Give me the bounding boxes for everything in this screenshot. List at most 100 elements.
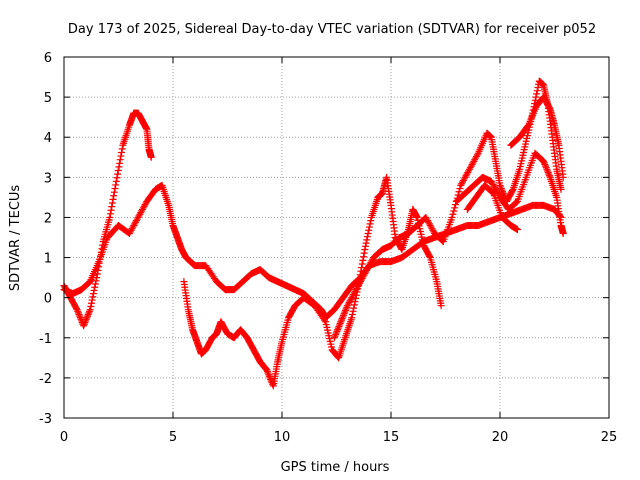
data-point [114,170,122,178]
data-point [361,242,369,250]
data-point [451,204,459,212]
data-point [543,165,551,173]
data-point [450,207,458,215]
data-point [115,163,123,171]
data-point [86,306,94,314]
data-point [473,151,481,159]
series-track-e [452,149,567,237]
series-track-c [180,173,445,390]
data-point [544,169,552,177]
data-point [367,217,375,225]
data-point [92,277,100,285]
data-point [82,317,90,325]
data-point [340,310,348,318]
data-point [112,181,120,189]
x-tick-label: 5 [169,430,177,445]
y-tick-label: 6 [44,51,52,66]
x-tick-label: 15 [383,430,400,445]
data-point [336,319,344,327]
data-point [81,319,89,327]
series-track-g [463,181,521,233]
data-point [114,167,122,175]
data-point [84,312,92,320]
y-tick-label: 2 [44,211,52,226]
data-point [113,174,121,182]
data-point [341,307,349,315]
data-point [106,210,114,218]
series-track-b [60,181,565,322]
y-tick-label: 0 [44,292,52,307]
data-point [91,280,99,288]
data-point [332,329,340,337]
data-point [264,369,272,377]
data-point [265,371,273,379]
series-track-f [507,93,567,181]
data-points [60,77,567,390]
data-point [341,308,349,316]
y-tick-label: -2 [39,372,52,387]
data-point [80,322,88,330]
x-axis-label: GPS time / hours [281,460,390,475]
data-point [358,260,366,268]
x-tick-label: 25 [601,430,618,445]
plot-frame [63,56,610,419]
data-point [351,298,359,306]
data-point [87,302,95,310]
data-point [321,316,329,324]
data-point [365,226,373,234]
y-tick-label: 5 [44,91,52,106]
data-point [331,332,339,340]
data-point [545,172,553,180]
data-point [333,327,341,335]
data-point [499,188,507,196]
x-tick-label: 10 [274,430,291,445]
data-point [541,160,549,168]
data-point [448,213,456,221]
data-point [73,306,81,314]
data-point [500,191,508,199]
data-point [360,253,368,261]
data-point [363,233,371,241]
data-point [358,264,366,272]
data-point [339,313,347,321]
data-point [497,185,505,193]
data-point [559,229,567,237]
data-point [332,331,340,339]
data-point [110,188,118,196]
data-point [361,246,369,254]
data-point [350,301,358,309]
data-point [348,314,356,322]
data-point [499,189,507,197]
data-point [335,323,343,331]
data-point [116,159,124,167]
y-tick-label: -3 [39,412,52,427]
data-point [542,162,550,170]
data-point [108,199,116,207]
data-point [338,315,346,323]
data-point [89,290,97,298]
data-point [426,252,434,260]
data-point [452,201,460,209]
data-point [437,302,445,310]
data-point [362,239,370,247]
data-point [266,374,274,382]
data-point [267,375,275,383]
data-point [269,380,277,388]
data-point [74,309,82,317]
data-point [118,145,126,153]
data-point [75,311,83,319]
y-tick-label: -1 [39,332,52,347]
data-point [263,366,271,374]
data-point [263,367,271,375]
data-point [334,326,342,334]
data-point [545,170,553,178]
data-point [449,210,457,218]
data-point [86,307,94,315]
data-point [90,286,98,294]
y-tick-label: 3 [44,171,52,186]
chart-title: Day 173 of 2025, Sidereal Day-to-day VTE… [68,22,596,37]
data-point [109,195,117,203]
series-track-d [330,77,565,342]
data-point [116,156,124,164]
